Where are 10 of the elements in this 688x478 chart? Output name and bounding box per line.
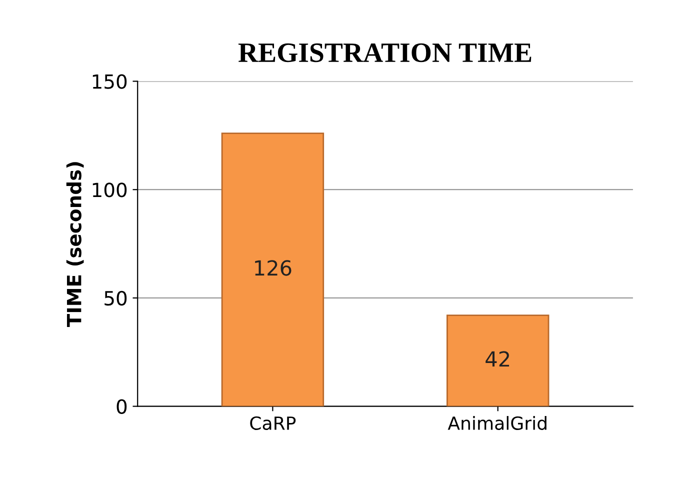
y-tick-label: 50 bbox=[104, 290, 127, 306]
y-tick-label: 0 bbox=[116, 399, 127, 414]
y-axis-title: TIME (seconds) bbox=[66, 162, 84, 328]
y-tick-label: 100 bbox=[92, 182, 127, 198]
data-label: 126 bbox=[255, 260, 292, 276]
x-tick-label: CaRP bbox=[250, 416, 296, 430]
y-tick-label: 150 bbox=[92, 74, 127, 89]
x-tick-label: AnimalGrid bbox=[448, 416, 546, 430]
data-label: 42 bbox=[486, 351, 510, 367]
chart-title: REGISTRATION TIME bbox=[238, 43, 532, 62]
